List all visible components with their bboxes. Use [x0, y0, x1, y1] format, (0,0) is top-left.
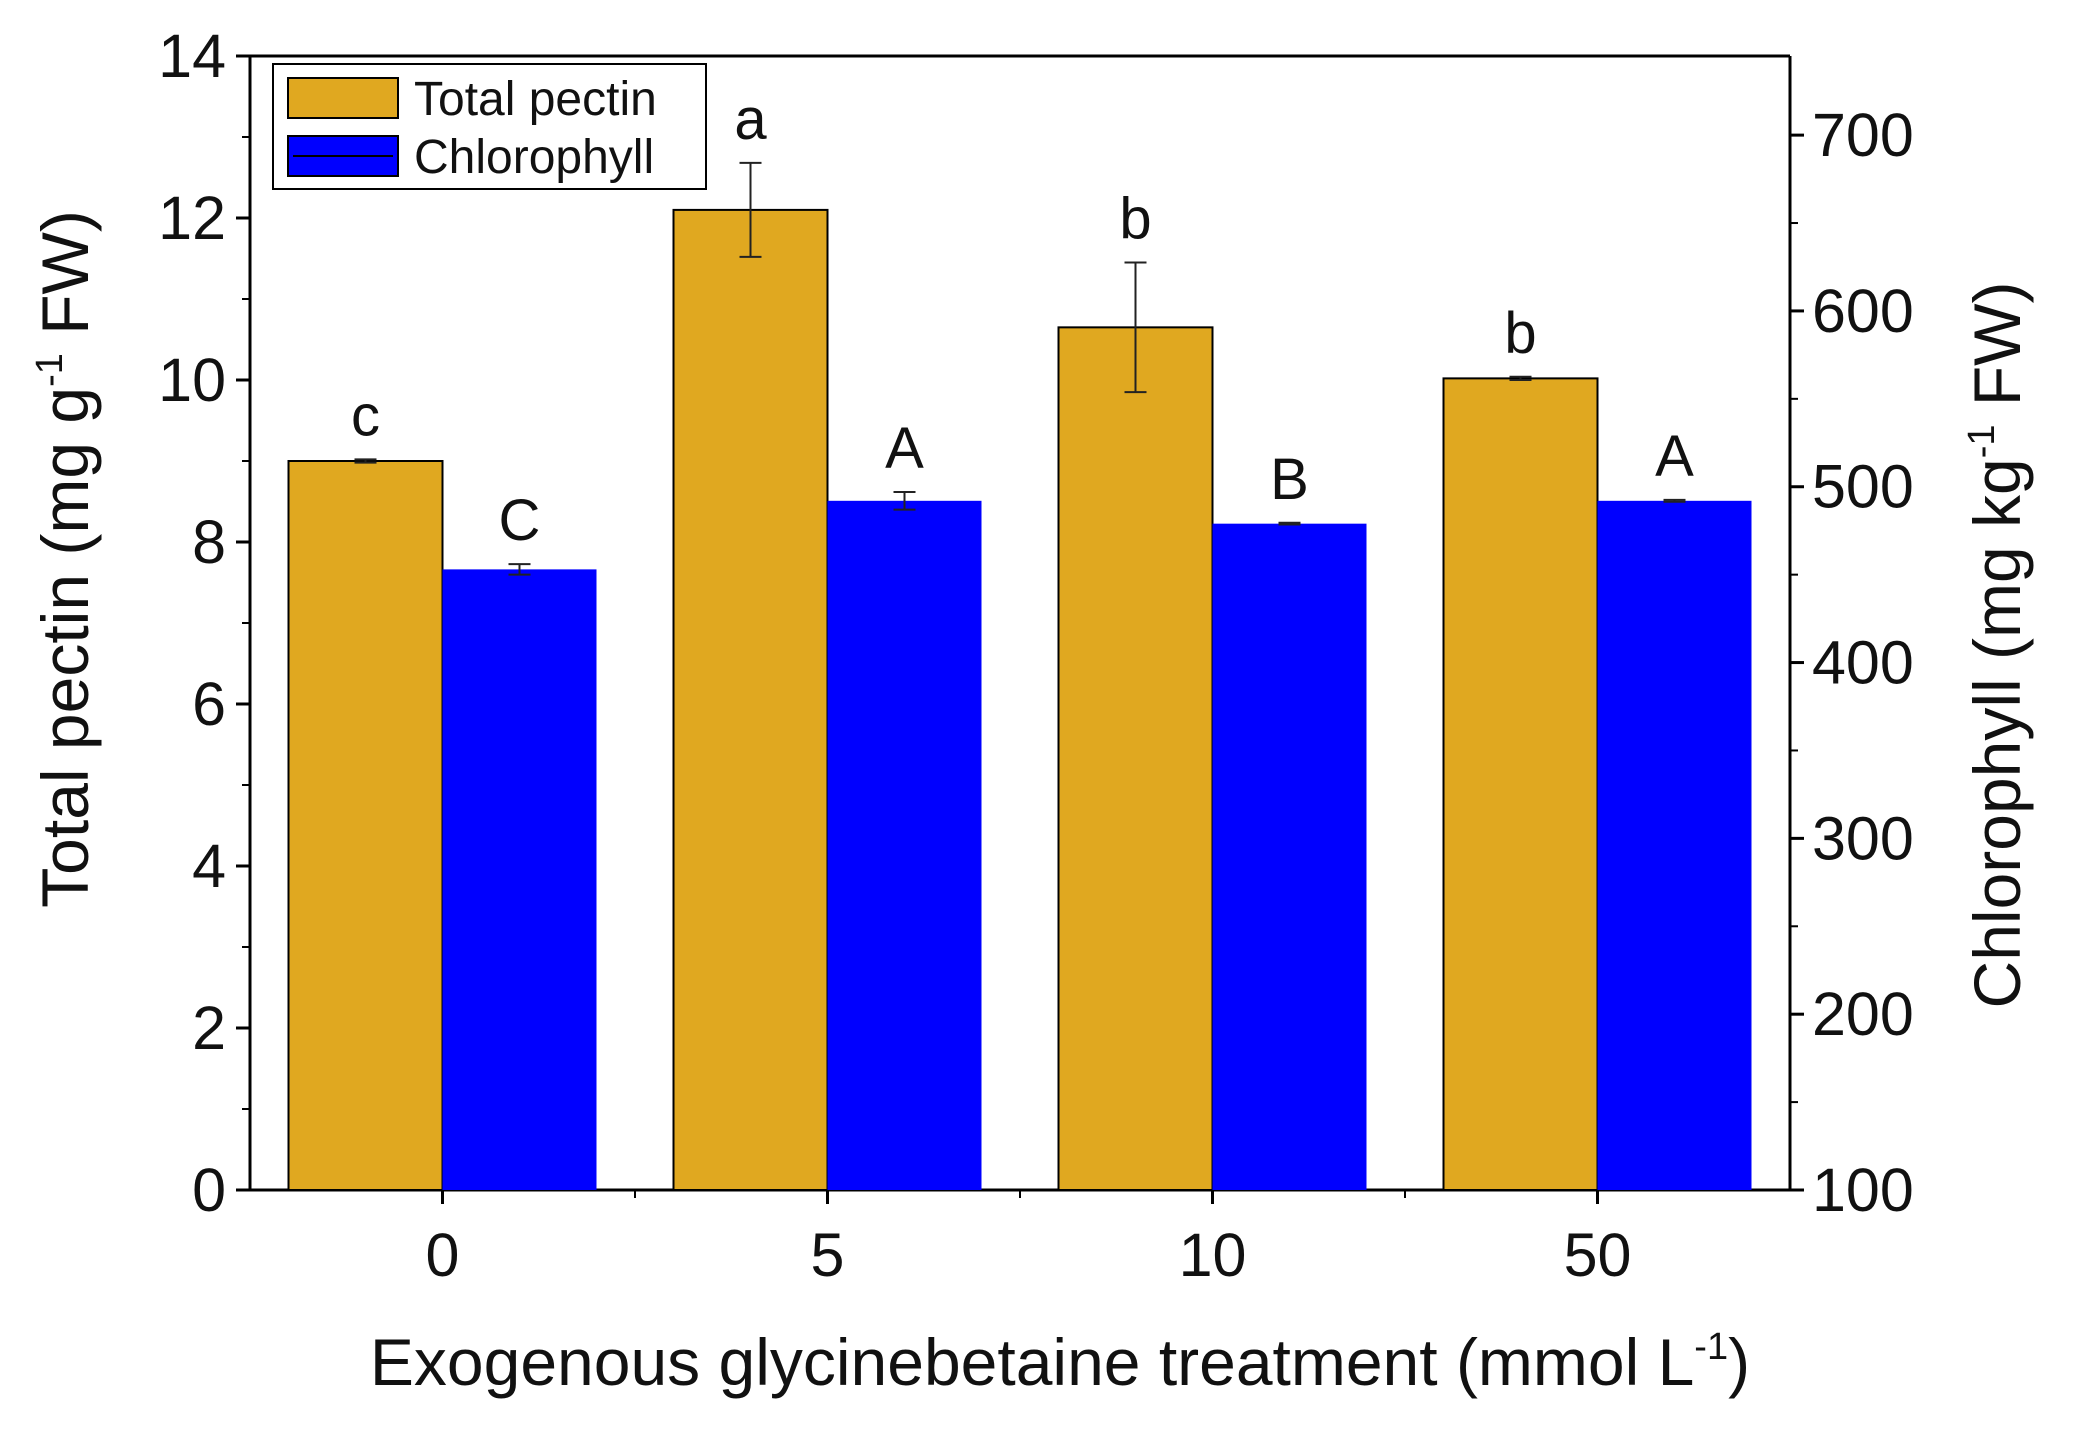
- y-right-tick-label: 700: [1812, 101, 1914, 169]
- x-tick-label: 0: [426, 1221, 460, 1289]
- y-left-tick-label: 12: [158, 184, 226, 252]
- y-left-tick-label: 0: [192, 1156, 226, 1224]
- y-left-tick-label: 14: [158, 22, 226, 90]
- y-right-title-suffix: FW): [1960, 282, 2034, 425]
- bar-total-pectin: [1057, 326, 1214, 1192]
- bar-chlorophyll: [1597, 500, 1752, 1190]
- x-axis-title: Exogenous glycinebetaine treatment (mmol…: [370, 1325, 1750, 1399]
- y-left-tick-label: 2: [192, 994, 226, 1062]
- bar-total-pectin: [287, 460, 444, 1191]
- significance-letter-chlorophyll: C: [499, 488, 541, 553]
- significance-letter-chlorophyll: A: [1655, 424, 1694, 489]
- x-title-sup: -1: [1694, 1326, 1728, 1368]
- y-right-title-sup: -1: [1961, 424, 2003, 458]
- bar-chlorophyll: [827, 500, 982, 1190]
- legend-label-chlorophyll: Chlorophyll: [414, 131, 654, 184]
- bars-layer: [287, 161, 1752, 1192]
- legend-swatch-total-pectin: [287, 77, 399, 119]
- y-right-title-main: Chlorophyll (mg kg: [1960, 458, 2034, 1008]
- y-left-title-main: Total pectin (mg g: [28, 387, 102, 908]
- x-title-suffix: ): [1728, 1325, 1750, 1399]
- y-left-title-suffix: FW): [28, 210, 102, 353]
- legend-label-total-pectin: Total pectin: [414, 73, 657, 126]
- significance-letter-pectin: b: [1119, 187, 1151, 252]
- significance-letter-pectin: b: [1504, 301, 1536, 366]
- y-right-tick-label: 400: [1812, 629, 1914, 697]
- labels-layer: 0 2 4 6 8 10 12 14 100 200 300 400 500 600 700 0 c C 5 a A 10…: [158, 22, 1914, 1289]
- significance-letter-pectin: c: [351, 383, 380, 448]
- y-right-tick-label: 500: [1812, 453, 1914, 521]
- y-left-tick-label: 10: [158, 346, 226, 414]
- y-left-tick-label: 6: [192, 670, 226, 738]
- bar-total-pectin: [672, 208, 829, 1191]
- bar-chlorophyll: [442, 569, 597, 1190]
- y-left-tick-label: 4: [192, 832, 226, 900]
- bar-chlorophyll: [1212, 523, 1367, 1190]
- y-right-tick-label: 300: [1812, 804, 1914, 872]
- x-title-main: Exogenous glycinebetaine treatment (mmol…: [370, 1325, 1694, 1399]
- y-left-tick-label: 8: [192, 508, 226, 576]
- x-tick-label: 50: [1564, 1221, 1632, 1289]
- legend: Total pectin Chlorophyll: [272, 63, 707, 190]
- significance-letter-chlorophyll: B: [1270, 447, 1309, 512]
- x-tick-label: 10: [1179, 1221, 1247, 1289]
- y-right-tick-label: 100: [1812, 1156, 1914, 1224]
- y-right-tick-label: 200: [1812, 980, 1914, 1048]
- y-left-title-sup: -1: [29, 353, 71, 387]
- x-tick-label: 5: [811, 1221, 845, 1289]
- significance-letter-chlorophyll: A: [885, 416, 924, 481]
- significance-letter-pectin: a: [734, 87, 767, 152]
- y-right-axis-title: Chlorophyll (mg kg-1 FW): [1960, 282, 2034, 1009]
- y-left-axis-title: Total pectin (mg g-1 FW): [28, 210, 102, 908]
- bar-total-pectin: [1442, 377, 1599, 1191]
- y-right-tick-label: 600: [1812, 277, 1914, 345]
